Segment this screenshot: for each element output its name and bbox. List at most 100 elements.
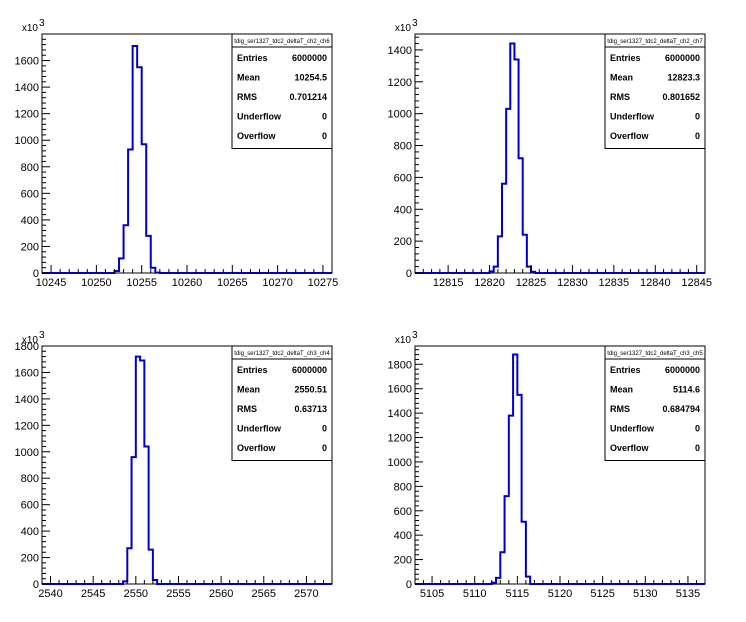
y-tick-label: 0 bbox=[33, 579, 39, 591]
x-tick-label: 12835 bbox=[599, 277, 630, 289]
histogram-panel-4: 5105 5110 5115 5120 5125 5130 5135 0 200 400 600 80… bbox=[388, 330, 706, 600]
y-tick-label: 1000 bbox=[15, 447, 39, 459]
y-tick-label: 400 bbox=[394, 204, 412, 216]
stats-label: Overflow bbox=[610, 443, 650, 453]
stats-value: 12823.3 bbox=[667, 73, 700, 83]
x-tick-label: 2560 bbox=[209, 588, 233, 600]
stats-label: RMS bbox=[610, 404, 630, 414]
y-tick-label: 1000 bbox=[388, 109, 412, 121]
stats-box-title: tdig_ser1327_tdc2_deltaT_ch2_ch6 bbox=[234, 39, 330, 45]
stats-value: 0 bbox=[695, 131, 700, 141]
x-tick-label: 2555 bbox=[166, 588, 190, 600]
stats-label: Overflow bbox=[237, 443, 277, 453]
y-tick-label: 1200 bbox=[388, 433, 412, 445]
y-tick-label: 800 bbox=[394, 481, 412, 493]
x-tick-label: 12815 bbox=[433, 277, 464, 289]
y-tick-label: 400 bbox=[394, 530, 412, 542]
stats-value: 0.63713 bbox=[294, 404, 327, 414]
stats-value: 0 bbox=[322, 112, 327, 122]
x-tick-label: 5105 bbox=[420, 588, 444, 600]
histogram-panel-3: 2540 2545 2550 2555 2560 2565 2570 0 200 400 600 80… bbox=[15, 330, 333, 600]
x-tick-label: 2545 bbox=[81, 588, 105, 600]
y-tick-label: 1600 bbox=[15, 367, 39, 379]
stats-box-frame bbox=[231, 345, 333, 461]
histogram-panel-1: 10245 10250 10255 10260 10265 10270 10275 0 200 4… bbox=[15, 18, 339, 289]
stats-value: 0 bbox=[322, 131, 327, 141]
y-tick-label: 200 bbox=[21, 553, 39, 565]
x-tick-label: 5125 bbox=[590, 588, 614, 600]
stats-value: 0 bbox=[322, 443, 327, 453]
y-tick-label: 1800 bbox=[388, 359, 412, 371]
stats-label: Mean bbox=[610, 385, 633, 395]
y-tick-label: 200 bbox=[394, 236, 412, 248]
stats-label: Entries bbox=[237, 53, 268, 63]
stats-label: Underflow bbox=[237, 112, 282, 122]
stats-label: Underflow bbox=[610, 112, 655, 122]
stats-box-frame bbox=[604, 345, 706, 461]
histogram-panel-2: 12815 12820 12825 12830 12835 12840 12845 0 200 4… bbox=[388, 18, 712, 289]
x-tick-label: 2565 bbox=[252, 588, 276, 600]
histogram-series-line bbox=[42, 44, 332, 274]
y-exponent-power: 3 bbox=[412, 330, 418, 341]
stats-value: 0 bbox=[695, 424, 700, 434]
stats-box-frame bbox=[604, 33, 706, 149]
y-tick-label: 0 bbox=[33, 268, 39, 280]
stats-value: 0.701214 bbox=[289, 92, 327, 102]
stats-label: Mean bbox=[237, 73, 260, 83]
x-tick-label: 10270 bbox=[262, 277, 293, 289]
y-tick-label: 200 bbox=[394, 555, 412, 567]
stats-label: Mean bbox=[610, 73, 633, 83]
y-exponent-base: x10 bbox=[395, 335, 412, 346]
y-tick-label: 1200 bbox=[15, 109, 39, 121]
stats-value: 6000000 bbox=[292, 53, 327, 63]
x-tick-label: 10255 bbox=[126, 277, 157, 289]
y-tick-label: 200 bbox=[21, 241, 39, 253]
y-tick-label: 1200 bbox=[15, 420, 39, 432]
x-tick-label: 5115 bbox=[506, 588, 530, 600]
y-tick-label: 1400 bbox=[388, 45, 412, 57]
stats-value: 2550.51 bbox=[294, 385, 327, 395]
x-tick-label: 5120 bbox=[548, 588, 572, 600]
histogram-series-line bbox=[415, 42, 705, 274]
stats-box: tdig_ser1327_tdc2_deltaT_ch2_ch6 Entries 6… bbox=[231, 33, 333, 149]
x-tick-label: 10275 bbox=[308, 277, 339, 289]
stats-label: Entries bbox=[610, 53, 641, 63]
x-tick-label: 10265 bbox=[217, 277, 248, 289]
stats-label: RMS bbox=[610, 92, 630, 102]
stats-value: 6000000 bbox=[665, 365, 700, 375]
stats-box: tdig_ser1327_tdc2_deltaT_ch3_ch5 Entries 6… bbox=[604, 345, 706, 461]
y-tick-label: 1400 bbox=[15, 394, 39, 406]
x-tick-label: 2550 bbox=[124, 588, 148, 600]
stats-value: 0 bbox=[322, 424, 327, 434]
histogram-series-line bbox=[415, 353, 705, 585]
stats-value: 0 bbox=[695, 443, 700, 453]
x-tick-label: 10245 bbox=[36, 277, 67, 289]
y-exponent-power: 3 bbox=[412, 18, 418, 29]
y-tick-label: 1200 bbox=[388, 77, 412, 89]
stats-value: 5114.6 bbox=[673, 385, 700, 395]
x-tick-label: 5135 bbox=[676, 588, 700, 600]
stats-label: RMS bbox=[237, 92, 257, 102]
stats-box: tdig_ser1327_tdc2_deltaT_ch3_ch4 Entries 6… bbox=[231, 345, 333, 461]
x-tick-label: 12820 bbox=[474, 277, 505, 289]
y-tick-label: 800 bbox=[21, 473, 39, 485]
stats-label: Entries bbox=[610, 365, 641, 375]
x-tick-label: 2570 bbox=[294, 588, 318, 600]
y-exponent-base: x10 bbox=[22, 335, 39, 346]
stats-label: Mean bbox=[237, 385, 260, 395]
y-exponent-base: x10 bbox=[395, 23, 412, 34]
stats-box-frame bbox=[231, 33, 333, 149]
stats-value: 10254.5 bbox=[294, 73, 327, 83]
y-tick-label: 600 bbox=[394, 506, 412, 518]
stats-value: 6000000 bbox=[292, 365, 327, 375]
y-tick-label: 600 bbox=[21, 188, 39, 200]
stats-box-title: tdig_ser1327_tdc2_deltaT_ch3_ch4 bbox=[234, 351, 330, 357]
y-tick-label: 1000 bbox=[388, 457, 412, 469]
x-tick-label: 5130 bbox=[633, 588, 657, 600]
stats-box-title: tdig_ser1327_tdc2_deltaT_ch3_ch5 bbox=[607, 351, 703, 357]
stats-box-title: tdig_ser1327_tdc2_deltaT_ch2_ch7 bbox=[607, 39, 703, 45]
x-tick-label: 12845 bbox=[681, 277, 712, 289]
y-tick-label: 1400 bbox=[388, 408, 412, 420]
y-tick-label: 1400 bbox=[15, 82, 39, 94]
